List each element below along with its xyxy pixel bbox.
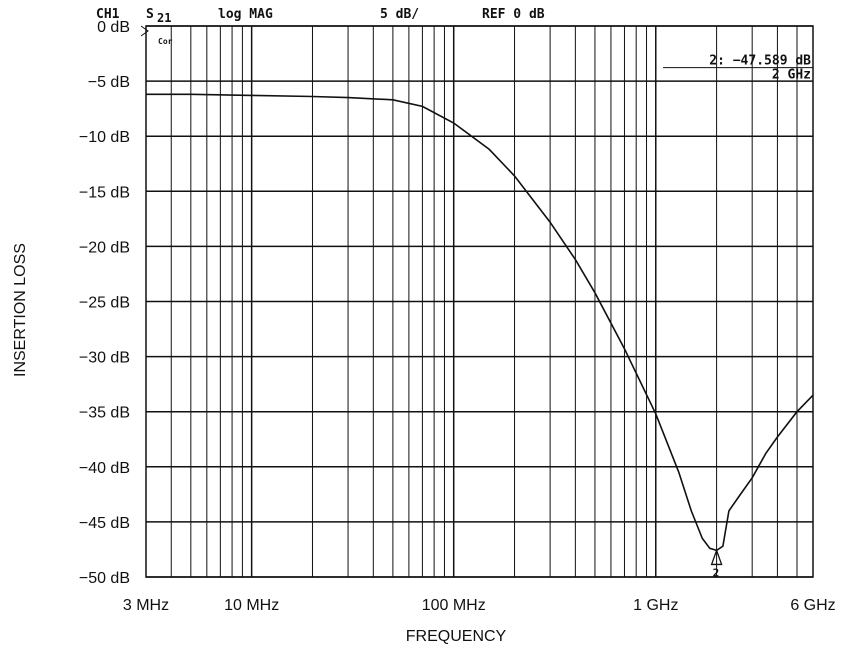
x-tick-label-1: 10 MHz xyxy=(224,597,279,614)
marker-number: 2 xyxy=(713,566,720,579)
y-tick-label-7: −35 dB xyxy=(79,405,130,422)
reference-arrow-icon xyxy=(140,25,149,37)
y-tick-label-4: −20 dB xyxy=(79,239,130,256)
channel-label: CH1 xyxy=(96,7,120,22)
param-subscript: 21 xyxy=(157,11,171,25)
x-tick-label-0: 3 MHz xyxy=(123,597,169,614)
y-axis-ticks: 0 dB −5 dB −10 dB −15 dB −20 dB −25 dB −30 dB −… xyxy=(79,19,130,587)
plot-frame xyxy=(145,25,814,578)
ref-label: REF 0 dB xyxy=(482,7,545,22)
x-axis-ticks: 3 MHz 10 MHz 100 MHz 1 GHz 6 GHz xyxy=(123,597,836,614)
marker-readout-value: 2: −47.589 dB xyxy=(709,54,811,69)
format-label: log MAG xyxy=(218,7,273,22)
x-axis-title: FREQUENCY xyxy=(406,628,507,645)
y-tick-label-10: −50 dB xyxy=(79,570,130,587)
y-tick-label-5: −25 dB xyxy=(79,295,130,312)
insertion-loss-trace xyxy=(146,93,814,552)
y-tick-label-2: −10 dB xyxy=(79,129,130,146)
marker-triangle-icon xyxy=(710,548,723,566)
x-tick-label-4: 6 GHz xyxy=(790,597,835,614)
status-flag: Cor xyxy=(158,37,173,46)
y-tick-label-8: −40 dB xyxy=(79,460,130,477)
y-tick-label-9: −45 dB xyxy=(79,515,130,532)
y-axis-title: INSERTION LOSS xyxy=(12,243,29,377)
y-tick-label-0: 0 dB xyxy=(97,19,130,36)
marker-readout-frequency: 2 GHz xyxy=(772,68,811,83)
y-tick-label-6: −30 dB xyxy=(79,350,130,367)
param-label: S xyxy=(146,7,154,22)
x-tick-label-2: 100 MHz xyxy=(422,597,486,614)
scale-label: 5 dB/ xyxy=(380,7,419,22)
y-tick-label-3: −15 dB xyxy=(79,184,130,201)
x-tick-label-3: 1 GHz xyxy=(633,597,678,614)
grid xyxy=(146,25,813,578)
y-tick-label-1: −5 dB xyxy=(88,74,130,91)
